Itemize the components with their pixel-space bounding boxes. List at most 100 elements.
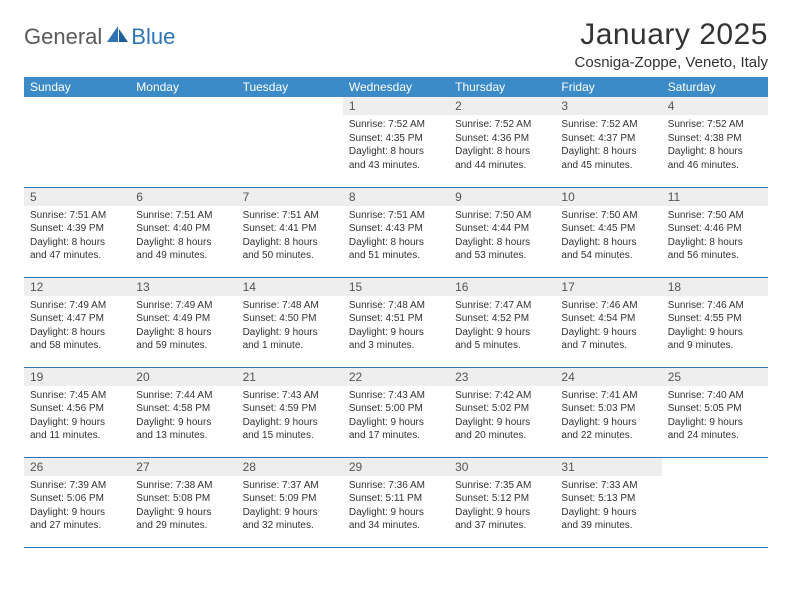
day-number: 13	[130, 278, 236, 296]
sunrise-line: Sunrise: 7:50 AM	[561, 210, 637, 221]
calendar-day-cell: 28Sunrise: 7:37 AMSunset: 5:09 PMDayligh…	[237, 457, 343, 547]
daylight-line: Daylight: 9 hours and 7 minutes.	[561, 327, 636, 352]
day-body: Sunrise: 7:50 AMSunset: 4:45 PMDaylight:…	[555, 206, 661, 267]
day-number: 12	[24, 278, 130, 296]
day-number: 28	[237, 458, 343, 476]
sunset-line: Sunset: 5:03 PM	[561, 403, 635, 414]
day-number: 2	[449, 97, 555, 115]
day-number: 25	[662, 368, 768, 386]
day-number: 17	[555, 278, 661, 296]
day-body: Sunrise: 7:48 AMSunset: 4:50 PMDaylight:…	[237, 296, 343, 357]
daylight-line: Daylight: 8 hours and 54 minutes.	[561, 237, 636, 262]
sunset-line: Sunset: 5:12 PM	[455, 493, 529, 504]
day-number: 31	[555, 458, 661, 476]
day-number: 26	[24, 458, 130, 476]
day-number: 27	[130, 458, 236, 476]
sunset-line: Sunset: 4:56 PM	[30, 403, 104, 414]
day-number: 29	[343, 458, 449, 476]
day-body: Sunrise: 7:52 AMSunset: 4:35 PMDaylight:…	[343, 115, 449, 176]
daylight-line: Daylight: 8 hours and 58 minutes.	[30, 327, 105, 352]
daylight-line: Daylight: 8 hours and 59 minutes.	[136, 327, 211, 352]
day-body: Sunrise: 7:51 AMSunset: 4:40 PMDaylight:…	[130, 206, 236, 267]
sunrise-line: Sunrise: 7:50 AM	[455, 210, 531, 221]
day-body: Sunrise: 7:48 AMSunset: 4:51 PMDaylight:…	[343, 296, 449, 357]
calendar-empty-cell	[130, 97, 236, 187]
month-title: January 2025	[575, 18, 768, 52]
day-number: 11	[662, 188, 768, 206]
daylight-line: Daylight: 9 hours and 27 minutes.	[30, 507, 105, 532]
sunset-line: Sunset: 4:40 PM	[136, 223, 210, 234]
day-number: 21	[237, 368, 343, 386]
sunrise-line: Sunrise: 7:49 AM	[136, 300, 212, 311]
weekday-header: Tuesday	[237, 77, 343, 97]
day-number: 9	[449, 188, 555, 206]
sunrise-line: Sunrise: 7:47 AM	[455, 300, 531, 311]
day-body: Sunrise: 7:52 AMSunset: 4:38 PMDaylight:…	[662, 115, 768, 176]
sunrise-line: Sunrise: 7:51 AM	[30, 210, 106, 221]
calendar-day-cell: 9Sunrise: 7:50 AMSunset: 4:44 PMDaylight…	[449, 187, 555, 277]
sunset-line: Sunset: 4:47 PM	[30, 313, 104, 324]
day-body: Sunrise: 7:37 AMSunset: 5:09 PMDaylight:…	[237, 476, 343, 537]
sunset-line: Sunset: 4:52 PM	[455, 313, 529, 324]
day-number: 22	[343, 368, 449, 386]
day-body: Sunrise: 7:43 AMSunset: 5:00 PMDaylight:…	[343, 386, 449, 447]
calendar-day-cell: 3Sunrise: 7:52 AMSunset: 4:37 PMDaylight…	[555, 97, 661, 187]
day-body: Sunrise: 7:40 AM Sunset: 5:05 PM Daylight:…	[662, 386, 768, 447]
calendar-week-row: 5Sunrise: 7:51 AMSunset: 4:39 PMDaylight…	[24, 187, 768, 277]
sunrise-line: Sunrise: 7:51 AM	[136, 210, 212, 221]
sunrise-line: Sunrise: 7:39 AM	[30, 480, 106, 491]
weekday-header-row: Sunday Monday Tuesday Wednesday Thursday…	[24, 77, 768, 97]
day-body: Sunrise: 7:49 AMSunset: 4:47 PMDaylight:…	[24, 296, 130, 357]
day-body: Sunrise: 7:52 AMSunset: 4:36 PMDaylight:…	[449, 115, 555, 176]
daylight-line: Daylight: 8 hours and 53 minutes.	[455, 237, 530, 262]
calendar-day-cell: 2Sunrise: 7:52 AMSunset: 4:36 PMDaylight…	[449, 97, 555, 187]
daylight-line: Daylight: 9 hours and 13 minutes.	[136, 417, 211, 442]
sunset-line: Sunset: 5:08 PM	[136, 493, 210, 504]
sunset-line: Sunset: 5:05 PM	[668, 403, 742, 414]
day-number: 18	[662, 278, 768, 296]
daylight-line: Daylight: 9 hours and 24 minutes.	[668, 417, 743, 442]
calendar-day-cell: 14Sunrise: 7:48 AMSunset: 4:50 PMDayligh…	[237, 277, 343, 367]
sunset-line: Sunset: 5:00 PM	[349, 403, 423, 414]
calendar-day-cell: 12Sunrise: 7:49 AMSunset: 4:47 PMDayligh…	[24, 277, 130, 367]
sunrise-line: Sunrise: 7:42 AM	[455, 390, 531, 401]
calendar-day-cell: 27Sunrise: 7:38 AMSunset: 5:08 PMDayligh…	[130, 457, 236, 547]
logo-text-1: General	[24, 24, 102, 50]
daylight-line: Daylight: 8 hours and 44 minutes.	[455, 146, 530, 171]
day-body: Sunrise: 7:50 AMSunset: 4:44 PMDaylight:…	[449, 206, 555, 267]
day-number: 10	[555, 188, 661, 206]
calendar-day-cell: 7Sunrise: 7:51 AMSunset: 4:41 PMDaylight…	[237, 187, 343, 277]
calendar-day-cell: 31Sunrise: 7:33 AMSunset: 5:13 PMDayligh…	[555, 457, 661, 547]
day-number: 8	[343, 188, 449, 206]
header: General Blue January 2025 Cosniga-Zoppe,…	[24, 18, 768, 71]
daylight-line: Daylight: 9 hours and 1 minute.	[243, 327, 318, 352]
sunrise-line: Sunrise: 7:43 AM	[243, 390, 319, 401]
daylight-line: Daylight: 8 hours and 50 minutes.	[243, 237, 318, 262]
calendar-empty-cell	[662, 457, 768, 547]
day-body: Sunrise: 7:43 AMSunset: 4:59 PMDaylight:…	[237, 386, 343, 447]
day-body: Sunrise: 7:50 AMSunset: 4:46 PMDaylight:…	[662, 206, 768, 267]
calendar-week-row: 19Sunrise: 7:45 AMSunset: 4:56 PMDayligh…	[24, 367, 768, 457]
calendar-day-cell: 16Sunrise: 7:47 AMSunset: 4:52 PMDayligh…	[449, 277, 555, 367]
day-body: Sunrise: 7:52 AMSunset: 4:37 PMDaylight:…	[555, 115, 661, 176]
calendar-day-cell: 29Sunrise: 7:36 AMSunset: 5:11 PMDayligh…	[343, 457, 449, 547]
daylight-line: Daylight: 9 hours and 3 minutes.	[349, 327, 424, 352]
calendar-week-row: 12Sunrise: 7:49 AMSunset: 4:47 PMDayligh…	[24, 277, 768, 367]
daylight-line: Daylight: 9 hours and 15 minutes.	[243, 417, 318, 442]
sunset-line: Sunset: 5:02 PM	[455, 403, 529, 414]
sunrise-line: Sunrise: 7:35 AM	[455, 480, 531, 491]
sunset-line: Sunset: 4:51 PM	[349, 313, 423, 324]
day-body: Sunrise: 7:33 AMSunset: 5:13 PMDaylight:…	[555, 476, 661, 537]
day-body: Sunrise: 7:51 AMSunset: 4:41 PMDaylight:…	[237, 206, 343, 267]
day-number: 5	[24, 188, 130, 206]
sunrise-line: Sunrise: 7:40 AM	[668, 390, 744, 401]
day-number: 15	[343, 278, 449, 296]
calendar-day-cell: 18Sunrise: 7:46 AMSunset: 4:55 PMDayligh…	[662, 277, 768, 367]
sunrise-line: Sunrise: 7:46 AM	[561, 300, 637, 311]
daylight-line: Daylight: 9 hours and 29 minutes.	[136, 507, 211, 532]
calendar-empty-cell	[237, 97, 343, 187]
day-body: Sunrise: 7:42 AMSunset: 5:02 PMDaylight:…	[449, 386, 555, 447]
day-body: Sunrise: 7:45 AMSunset: 4:56 PMDaylight:…	[24, 386, 130, 447]
day-body: Sunrise: 7:44 AMSunset: 4:58 PMDaylight:…	[130, 386, 236, 447]
calendar-day-cell: 4Sunrise: 7:52 AMSunset: 4:38 PMDaylight…	[662, 97, 768, 187]
